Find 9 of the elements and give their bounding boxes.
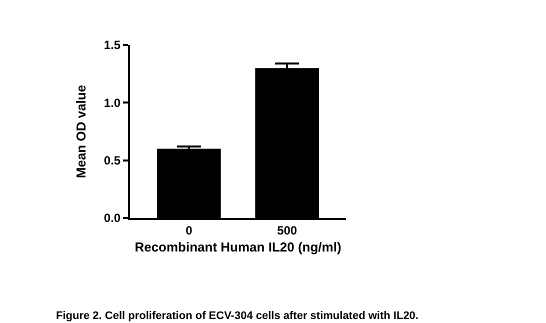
x-tick-label: 0 <box>186 223 193 238</box>
y-axis-title: Mean OD value <box>73 84 88 178</box>
x-tick-label: 500 <box>277 223 298 238</box>
x-axis-title: Recombinant Human IL20 (ng/ml) <box>134 240 342 254</box>
y-tick-label: 1.5 <box>104 38 121 52</box>
y-tick-label: 1.0 <box>104 96 121 110</box>
y-tick-label: 0.5 <box>104 154 121 168</box>
y-tick-label: 0.0 <box>104 211 121 226</box>
caption: Figure 2. Cell proliferation of ECV-304 cells after stimulated with IL20. <box>56 310 418 322</box>
